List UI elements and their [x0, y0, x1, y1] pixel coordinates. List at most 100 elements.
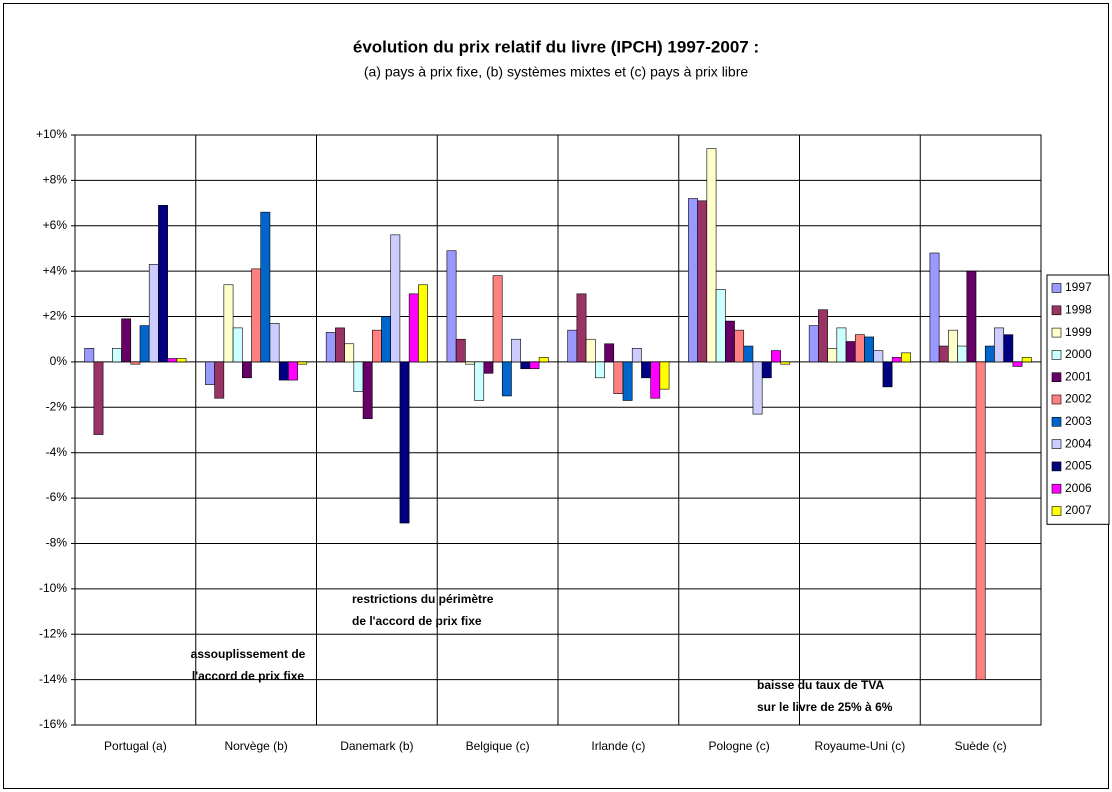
bar: [465, 361, 475, 365]
legend-swatch: [1051, 283, 1062, 293]
bar: [520, 361, 531, 370]
annotation: baisse du taux de TVA: [757, 678, 884, 692]
bar: [260, 211, 271, 363]
legend-swatch: [1051, 461, 1062, 472]
x-tick-label: Norvège (b): [224, 739, 287, 753]
legend-swatch: [1051, 483, 1062, 494]
bar: [994, 327, 1004, 363]
legend-label: 2000: [1065, 347, 1092, 361]
bar: [325, 332, 336, 363]
annotation: assouplissement de: [191, 647, 306, 661]
bar: [362, 361, 373, 419]
bar: [371, 329, 382, 363]
bar: [446, 250, 457, 363]
bar: [882, 361, 893, 388]
bar: [734, 329, 745, 363]
bar: [948, 329, 958, 363]
bar: [706, 148, 717, 363]
chart-title: évolution du prix relatif du livre (IPCH…: [353, 37, 759, 56]
bar: [223, 284, 234, 363]
bar: [474, 361, 485, 401]
legend-swatch: [1051, 439, 1062, 449]
x-tick-label: Pologne (c): [708, 739, 769, 753]
bar: [483, 361, 494, 374]
legend-label: 2001: [1065, 369, 1092, 383]
bar: [752, 361, 763, 415]
annotation: l'accord de prix fixe: [192, 669, 305, 683]
y-tick-label: +8%: [43, 173, 68, 187]
chart-subtitle: (a) pays à prix fixe, (b) systèmes mixte…: [364, 64, 749, 80]
bar: [390, 234, 401, 363]
bar: [511, 338, 521, 363]
x-tick-label: Suède (c): [955, 739, 1007, 753]
bar: [641, 361, 651, 379]
bar: [938, 345, 949, 363]
bar: [585, 338, 596, 363]
bar: [659, 361, 670, 390]
bar: [724, 320, 735, 363]
y-tick-label: -6%: [46, 490, 68, 504]
legend-label: 1997: [1065, 280, 1092, 294]
bar: [984, 345, 995, 363]
bar: [205, 361, 215, 385]
y-tick-label: -14%: [39, 672, 67, 686]
bar: [929, 252, 940, 363]
legend-label: 2007: [1065, 503, 1092, 517]
y-tick-label: +6%: [43, 218, 68, 232]
legend-label: 1998: [1065, 302, 1092, 316]
y-tick-label: -16%: [39, 717, 67, 731]
bar: [288, 361, 298, 381]
bar: [335, 327, 345, 363]
bar: [631, 348, 642, 363]
bar: [278, 361, 289, 381]
y-tick-label: -2%: [46, 399, 68, 413]
bar: [93, 361, 104, 435]
bar: [975, 361, 986, 680]
legend-label: 2005: [1065, 459, 1092, 473]
bar: [576, 293, 587, 363]
bar: [501, 361, 512, 397]
bar: [529, 361, 540, 370]
y-tick-label: -4%: [46, 445, 68, 459]
legend-swatch: [1051, 350, 1062, 360]
legend-swatch: [1051, 394, 1062, 405]
bar: [891, 357, 902, 363]
bar: [121, 318, 132, 363]
bar: [715, 289, 726, 363]
bar: [84, 348, 95, 363]
bar: [761, 361, 772, 379]
bar: [780, 361, 791, 365]
bar: [604, 343, 615, 363]
bar: [353, 361, 364, 392]
legend-label: 2006: [1065, 481, 1092, 495]
bar: [845, 341, 856, 363]
y-tick-label: -12%: [39, 626, 67, 640]
bar: [492, 275, 503, 363]
bar: [864, 336, 875, 363]
bar: [455, 338, 466, 363]
bar: [966, 270, 977, 363]
bar: [112, 348, 122, 363]
bar: [158, 205, 168, 363]
bar: [538, 357, 549, 363]
legend-label: 2002: [1065, 392, 1092, 406]
bar: [957, 345, 968, 363]
legend-swatch: [1051, 372, 1062, 383]
bar: [771, 350, 781, 363]
bar: [650, 361, 661, 399]
annotation: de l'accord de prix fixe: [352, 614, 482, 628]
x-tick-label: Royaume-Uni (c): [815, 739, 906, 753]
bar: [167, 358, 178, 363]
bar: [176, 358, 187, 363]
bar: [269, 323, 280, 363]
y-tick-label: +2%: [43, 309, 68, 323]
bar: [873, 350, 884, 363]
legend-label: 2003: [1065, 414, 1092, 428]
legend-swatch: [1051, 327, 1062, 338]
legend-swatch: [1051, 506, 1062, 516]
bar: [344, 343, 355, 363]
bar: [622, 361, 633, 401]
bar: [1021, 357, 1032, 363]
bar: [418, 284, 428, 363]
bar: [827, 348, 838, 363]
